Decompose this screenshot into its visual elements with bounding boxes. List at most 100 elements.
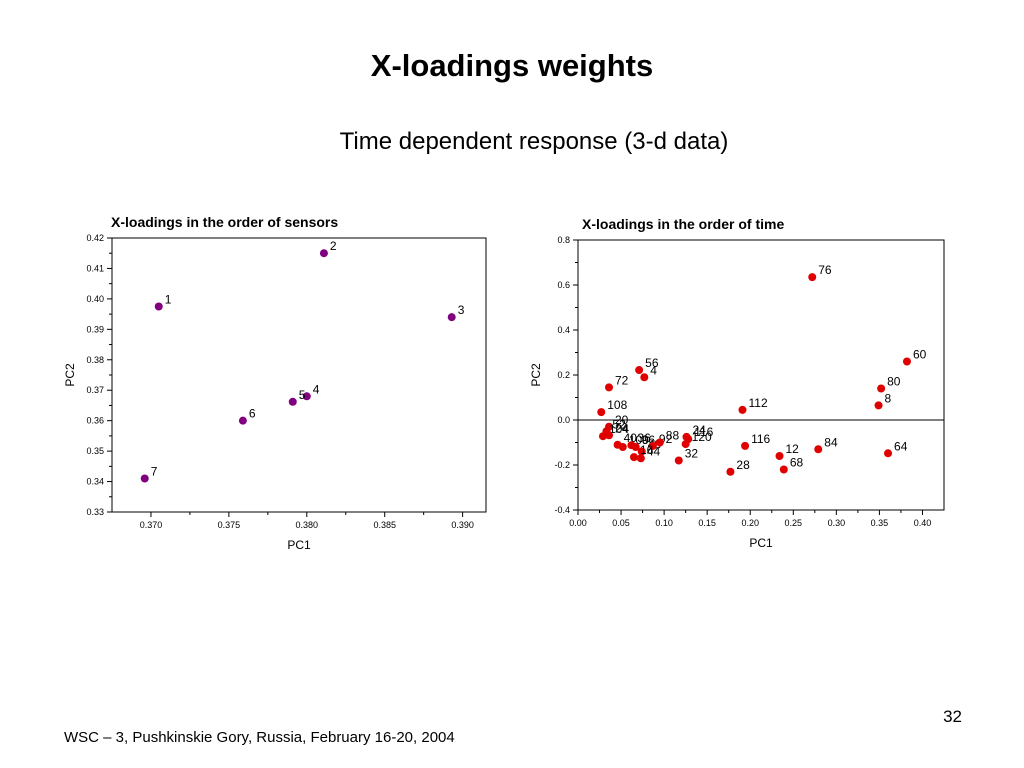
time-data-point xyxy=(779,465,788,474)
sensor-y-tick-label: 0.41 xyxy=(86,263,104,273)
time-data-point xyxy=(814,445,823,454)
sensor-x-tick-label: 0.370 xyxy=(140,520,163,530)
sensor-y-tick-label: 0.34 xyxy=(86,477,104,487)
time-x-tick-label: 0.00 xyxy=(569,518,587,528)
time-point-label: 84 xyxy=(824,435,838,449)
sensor-x-tick-label: 0.380 xyxy=(296,520,319,530)
time-data-point xyxy=(877,384,886,393)
sensor-data-point xyxy=(447,313,456,322)
sensor-data-point xyxy=(288,397,297,406)
time-data-point xyxy=(629,453,638,462)
time-point-label: 116 xyxy=(751,432,770,446)
time-point-label: 104 xyxy=(609,422,629,436)
time-point-label: 20 xyxy=(615,413,629,427)
sensor-x-axis-label: PC1 xyxy=(287,538,311,552)
time-data-point xyxy=(874,401,883,410)
sensor-x-tick-label: 0.375 xyxy=(218,520,241,530)
time-point-label: 72 xyxy=(615,373,629,387)
time-point-label: 24 xyxy=(615,421,629,435)
time-data-point xyxy=(605,383,614,392)
time-point-label: 24 xyxy=(693,423,707,437)
time-x-tick-label: 0.10 xyxy=(655,518,673,528)
time-data-point xyxy=(605,431,614,440)
time-data-point xyxy=(618,443,627,451)
footer-text: WSC – 3, Pushkinskie Gory, Russia, Febru… xyxy=(64,729,455,746)
time-x-tick-label: 0.05 xyxy=(612,518,630,528)
time-point-label: 64 xyxy=(894,439,908,453)
sensor-data-point xyxy=(238,416,247,425)
time-data-point xyxy=(640,373,649,382)
time-data-point xyxy=(636,454,645,463)
time-data-point xyxy=(648,441,657,450)
sensor-y-tick-label: 0.38 xyxy=(86,355,104,365)
time-point-label: 76 xyxy=(818,263,832,277)
page-number: 32 xyxy=(943,707,962,726)
time-data-point xyxy=(884,449,893,458)
time-x-tick-label: 0.20 xyxy=(741,518,759,528)
slide-title: X-loadings weights xyxy=(370,48,654,83)
time-point-label: 120 xyxy=(692,430,712,444)
time-x-tick-label: 0.15 xyxy=(698,518,716,528)
sensor-point-label: 7 xyxy=(151,465,158,479)
time-point-label: 36 xyxy=(637,431,651,445)
time-point-label: 8 xyxy=(885,391,892,405)
time-data-point xyxy=(631,443,640,451)
time-data-point xyxy=(674,456,683,465)
time-y-axis-label: PC2 xyxy=(529,363,543,387)
sensor-y-axis-label: PC2 xyxy=(63,363,77,387)
sensor-point-label: 5 xyxy=(299,388,306,402)
time-y-tick-label: 0.6 xyxy=(557,280,570,290)
sensor-y-tick-label: 0.39 xyxy=(86,324,104,334)
time-y-tick-label: 0.8 xyxy=(557,235,570,245)
sensor-point-label: 4 xyxy=(313,382,320,396)
time-x-tick-label: 0.25 xyxy=(785,518,803,528)
time-point-label: 68 xyxy=(790,456,804,470)
time-x-axis-label: PC1 xyxy=(749,536,773,550)
time-x-tick-label: 0.30 xyxy=(828,518,846,528)
time-y-tick-label: -0.2 xyxy=(554,460,570,470)
time-point-label: 60 xyxy=(913,348,927,362)
sensor-x-tick-label: 0.385 xyxy=(373,520,396,530)
time-y-tick-label: 0.2 xyxy=(557,370,570,380)
time-point-label: 12 xyxy=(786,442,800,456)
time-point-label: 112 xyxy=(748,396,767,410)
time-data-point xyxy=(597,408,606,417)
time-data-point xyxy=(741,441,750,450)
time-point-label: 52 xyxy=(612,417,626,431)
time-point-label: 116 xyxy=(694,425,713,439)
time-data-point xyxy=(775,452,784,460)
left-chart-title: X-loadings in the order of sensors xyxy=(111,214,339,230)
time-point-label: 40 xyxy=(624,431,638,445)
time-data-point xyxy=(637,447,646,456)
time-y-tick-label: 0.0 xyxy=(557,415,570,425)
sensor-y-tick-label: 0.36 xyxy=(86,416,104,426)
sensor-data-point xyxy=(319,249,328,258)
sensor-point-label: 3 xyxy=(458,303,465,317)
sensor-x-tick-label: 0.390 xyxy=(451,520,474,530)
time-point-label: 108 xyxy=(607,398,627,412)
sensor-y-tick-label: 0.37 xyxy=(86,385,104,395)
sensor-y-tick-label: 0.42 xyxy=(86,233,104,243)
sensor-data-point xyxy=(140,474,149,483)
time-point-label: 80 xyxy=(887,375,901,389)
time-point-label: 28 xyxy=(736,458,750,472)
slide-subtitle: Time dependent response (3-d data) xyxy=(339,128,729,155)
time-point-label: 44 xyxy=(647,444,661,458)
time-data-point xyxy=(738,405,747,414)
time-point-label: 32 xyxy=(685,447,699,461)
time-x-tick-label: 0.40 xyxy=(914,518,932,528)
time-y-tick-label: -0.4 xyxy=(554,505,570,515)
time-point-label: 56 xyxy=(645,356,659,370)
time-point-label: 16 xyxy=(640,443,654,457)
sensor-y-tick-label: 0.33 xyxy=(86,507,104,517)
sensor-data-point xyxy=(302,392,311,401)
time-x-tick-label: 0.35 xyxy=(871,518,889,528)
sensor-data-point xyxy=(154,302,163,311)
time-data-point xyxy=(726,467,735,476)
time-data-point xyxy=(902,357,911,366)
sensor-point-label: 2 xyxy=(330,239,337,253)
sensor-y-tick-label: 0.40 xyxy=(86,294,104,304)
time-y-tick-label: 0.4 xyxy=(557,325,570,335)
time-data-point xyxy=(598,432,607,441)
